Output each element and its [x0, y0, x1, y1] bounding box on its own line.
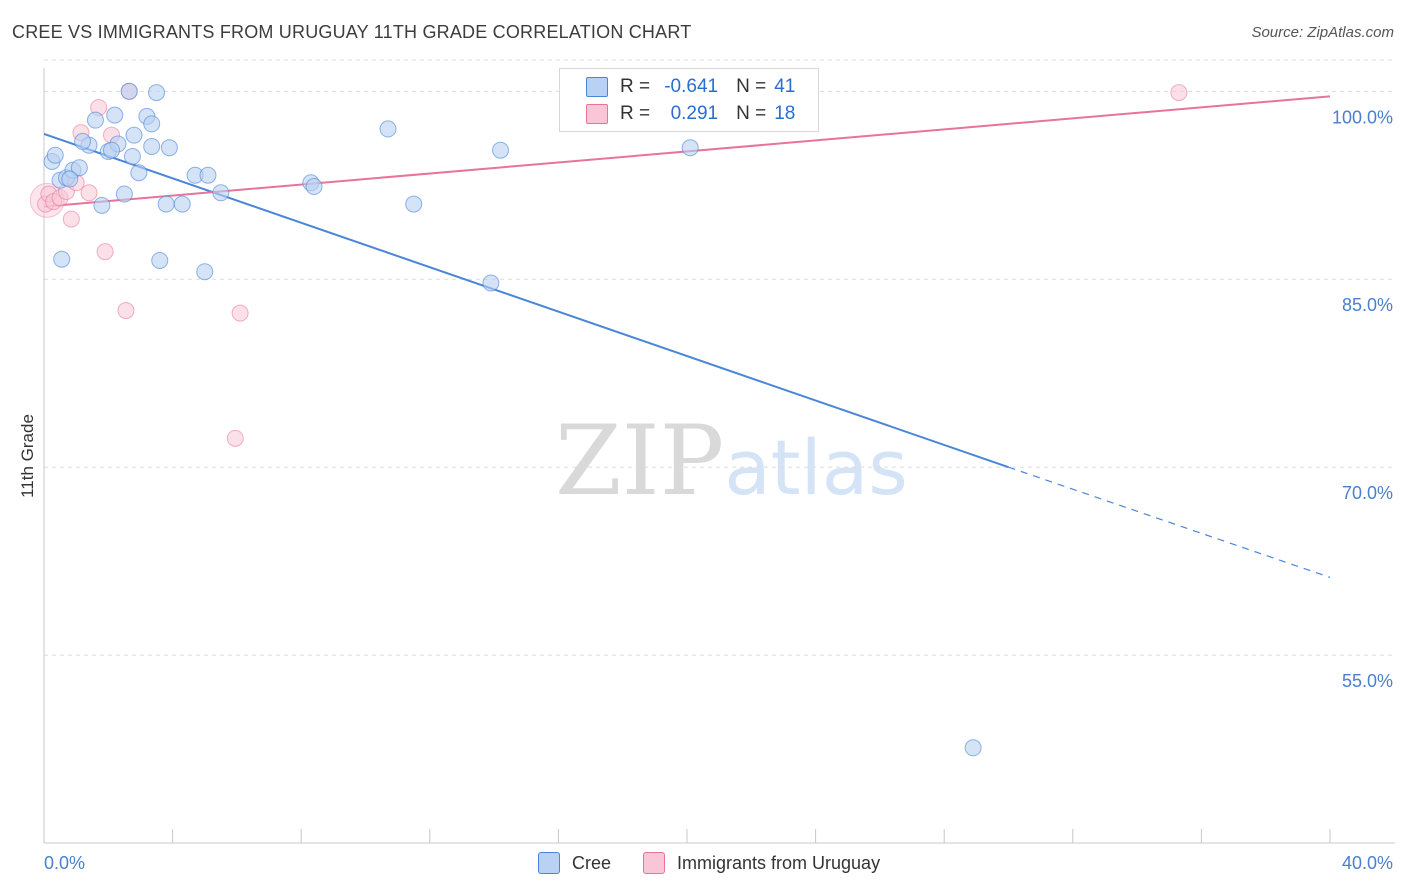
- uruguay-point: [96, 243, 114, 261]
- cree-point: [53, 250, 71, 268]
- legend-n-label: N =: [736, 103, 767, 124]
- source-label: Source: ZipAtlas.com: [1251, 24, 1394, 41]
- legend-swatch-uruguay: [586, 104, 608, 124]
- cree-point: [157, 195, 175, 213]
- series-swatch-uruguay: [643, 852, 666, 874]
- cree-trend-line-extrapolated: [1008, 466, 1331, 578]
- cree-point: [125, 126, 143, 144]
- cree-point: [199, 166, 217, 184]
- uruguay-point: [80, 184, 98, 202]
- legend-row-uruguay: R = 0.291 N = 18: [586, 102, 795, 126]
- uruguay-point: [1170, 84, 1188, 102]
- series-legend-uruguay: Immigrants from Uruguay: [643, 852, 880, 874]
- legend-r-value: -0.641: [664, 76, 719, 97]
- legend-r-value: 0.291: [670, 103, 719, 124]
- legend-row-cree: R = -0.641 N = 41: [586, 75, 795, 99]
- uruguay-point: [231, 304, 249, 322]
- cree-point: [405, 195, 423, 213]
- y-tick-label: 85.0%: [1342, 295, 1393, 315]
- cree-point: [143, 137, 161, 155]
- cree-point: [305, 178, 323, 196]
- cree-point: [492, 141, 510, 159]
- cree-point: [106, 106, 124, 124]
- cree-trend-line: [43, 132, 1009, 469]
- cree-point: [115, 185, 133, 203]
- cree-point: [196, 263, 214, 281]
- legend-r-label: R =: [620, 76, 651, 97]
- cree-point: [123, 147, 141, 165]
- cree-point: [143, 115, 161, 133]
- legend-n-value: 18: [774, 103, 796, 124]
- uruguay-point: [117, 302, 135, 320]
- legend-r-label: R =: [620, 103, 651, 124]
- uruguay-point: [226, 429, 244, 447]
- cree-point: [148, 84, 166, 102]
- legend-swatch-cree: [586, 77, 608, 97]
- series-legend-cree: Cree: [538, 852, 611, 874]
- x-tick-label: 0.0%: [44, 853, 85, 873]
- series-label-uruguay: Immigrants from Uruguay: [677, 852, 881, 873]
- y-tick-label: 100.0%: [1332, 107, 1393, 127]
- y-axis-label: 11th Grade: [18, 414, 37, 498]
- series-swatch-cree: [538, 852, 560, 874]
- cree-point: [681, 139, 699, 157]
- cree-point: [379, 120, 397, 138]
- cree-point: [70, 159, 88, 177]
- y-tick-label: 70.0%: [1342, 483, 1393, 503]
- cree-point: [61, 170, 79, 188]
- y-tick-label: 55.0%: [1342, 671, 1393, 691]
- uruguay-point: [62, 210, 80, 228]
- cree-point: [93, 196, 111, 214]
- series-legend: Cree Immigrants from Uruguay: [538, 852, 912, 874]
- cree-point: [964, 739, 982, 757]
- legend-n-label: N =: [736, 76, 767, 97]
- x-tick-label: 40.0%: [1342, 853, 1393, 873]
- cree-point: [74, 132, 92, 150]
- cree-point: [160, 139, 178, 157]
- cree-point: [120, 82, 138, 100]
- correlation-legend: R = -0.641 N = 41 R = 0.291 N = 18: [559, 68, 819, 132]
- cree-point: [173, 195, 191, 213]
- chart-title: CREE VS IMMIGRANTS FROM URUGUAY 11TH GRA…: [12, 22, 692, 42]
- cree-point: [46, 146, 64, 164]
- cree-point: [212, 184, 230, 202]
- cree-point: [103, 141, 121, 159]
- cree-point: [130, 164, 148, 182]
- cree-point: [151, 251, 169, 269]
- legend-n-value: 41: [774, 76, 796, 97]
- series-label-cree: Cree: [572, 852, 612, 873]
- cree-point: [482, 274, 500, 292]
- cree-point: [86, 111, 104, 129]
